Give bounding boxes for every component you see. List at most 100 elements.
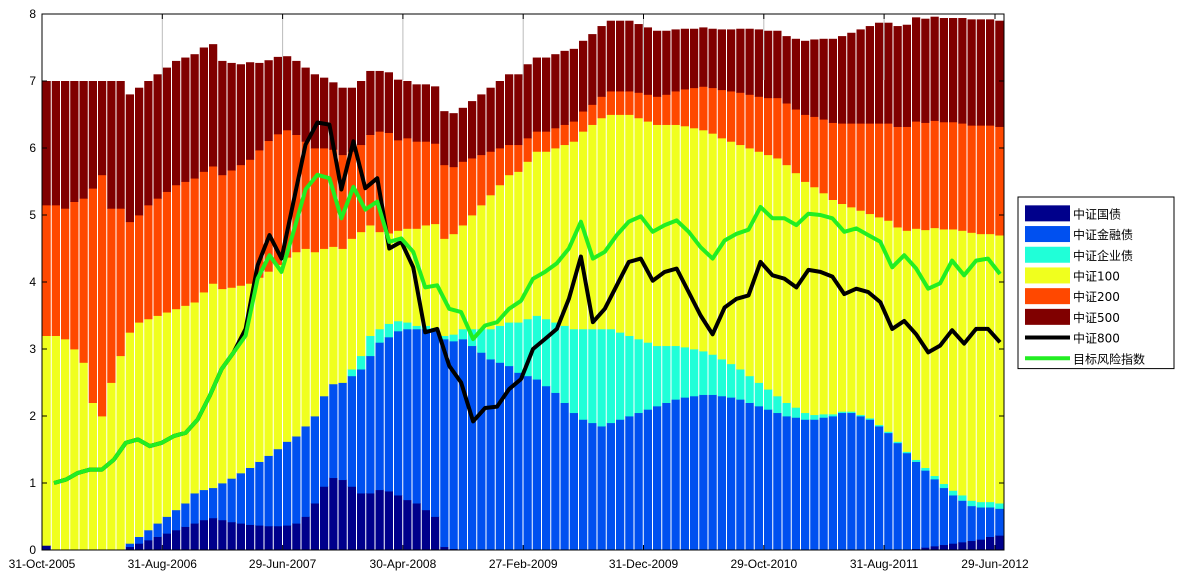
bar-segment-3 [875, 217, 884, 426]
bar-segment-4 [486, 151, 495, 196]
bar-segment-3 [88, 402, 97, 551]
bar-segment-3 [384, 233, 393, 324]
bar-segment-3 [838, 203, 847, 412]
bar-segment-2 [976, 501, 985, 508]
bar-segment-3 [523, 161, 532, 320]
bar-segment-5 [643, 27, 652, 95]
bar-segment-3 [246, 283, 255, 468]
bar-segment-3 [357, 231, 366, 357]
bar-segment-1 [773, 412, 782, 551]
bar-segment-5 [727, 29, 736, 92]
bar-segment-1 [754, 405, 763, 551]
bar-segment-5 [865, 26, 874, 124]
y-tick-label: 1 [29, 476, 36, 490]
bar-segment-5 [884, 22, 893, 124]
y-tick-label: 8 [29, 7, 36, 21]
bar-segment-2 [745, 375, 754, 403]
bar-segment-5 [209, 44, 218, 167]
bar-segment-3 [394, 230, 403, 322]
bar-segment-3 [699, 129, 708, 352]
bar-segment-1 [597, 426, 606, 551]
bar-segment-4 [394, 139, 403, 231]
bar-segment-5 [79, 81, 88, 199]
bar-segment-1 [921, 470, 930, 548]
bar-segment-1 [819, 417, 828, 551]
bar-segment-4 [671, 91, 680, 125]
bar-segment-0 [986, 536, 995, 551]
bar-segment-4 [125, 221, 134, 333]
bar-segment-5 [42, 81, 51, 206]
bar-segment-0 [412, 503, 421, 551]
bar-segment-1 [958, 500, 967, 543]
bar-segment-0 [338, 479, 347, 551]
bar-segment-3 [51, 335, 60, 551]
bar-segment-2 [995, 503, 1004, 509]
bar-segment-4 [209, 166, 218, 284]
bar-segment-5 [579, 40, 588, 112]
bar-segment-2 [773, 395, 782, 414]
bar-segment-5 [958, 18, 967, 124]
bar-segment-3 [107, 382, 116, 551]
bar-segment-5 [292, 60, 301, 135]
bar-segment-3 [236, 285, 245, 474]
bar-segment-4 [699, 86, 708, 131]
bar-segment-3 [532, 151, 541, 316]
bar-segment-2 [495, 325, 504, 363]
bar-segment-5 [653, 30, 662, 97]
bar-segment-3 [819, 192, 828, 415]
bar-segment-1 [551, 392, 560, 551]
bar-segment-2 [986, 501, 995, 508]
bar-segment-5 [375, 70, 384, 132]
bar-segment-3 [144, 318, 153, 531]
bar-segment-4 [421, 141, 430, 226]
stacked-bars [42, 16, 1004, 551]
bar-segment-4 [634, 92, 643, 119]
bar-segment-5 [329, 82, 338, 150]
bar-segment-4 [236, 164, 245, 286]
bar-segment-1 [606, 422, 615, 551]
bar-segment-3 [421, 225, 430, 326]
bar-segment-0 [255, 525, 264, 551]
bar-segment-1 [736, 399, 745, 551]
bar-segment-1 [727, 397, 736, 551]
bar-segment-5 [625, 20, 634, 92]
bar-segment-2 [690, 349, 699, 397]
bar-segment-1 [449, 340, 458, 550]
legend-label: 中证国债 [1073, 206, 1121, 221]
bar-segment-4 [283, 129, 292, 258]
bar-segment-3 [625, 114, 634, 336]
bar-segment-2 [949, 490, 958, 496]
bar-segment-5 [801, 40, 810, 115]
bar-segment-2 [440, 335, 449, 340]
bar-segment-4 [190, 178, 199, 303]
bar-segment-2 [634, 338, 643, 414]
bar-segment-5 [301, 67, 310, 142]
bar-segment-5 [606, 20, 615, 92]
bar-segment-5 [847, 32, 856, 124]
bar-segment-3 [597, 117, 606, 330]
bar-segment-4 [144, 204, 153, 320]
bar-segment-0 [329, 477, 338, 551]
bar-segment-1 [745, 402, 754, 551]
bar-segment-1 [653, 405, 662, 551]
bar-segment-3 [986, 233, 995, 503]
bar-segment-2 [560, 325, 569, 403]
bar-segment-3 [199, 292, 208, 491]
bar-segment-1 [181, 503, 190, 527]
bar-segment-1 [986, 507, 995, 537]
legend-label: 中证500 [1073, 310, 1120, 325]
bar-segment-2 [449, 334, 458, 342]
bar-segment-3 [671, 124, 680, 347]
bar-segment-1 [264, 455, 273, 527]
series-line-1 [53, 172, 1002, 485]
bar-segment-4 [754, 96, 763, 152]
bar-segment-1 [976, 507, 985, 540]
bar-segment-5 [791, 38, 800, 110]
bar-segment-0 [190, 523, 199, 551]
bar-segment-3 [717, 137, 726, 360]
bar-segment-5 [357, 81, 366, 146]
bar-segment-1 [523, 375, 532, 551]
bar-segment-5 [680, 28, 689, 90]
bar-segment-3 [745, 148, 754, 377]
bar-segment-3 [680, 125, 689, 348]
